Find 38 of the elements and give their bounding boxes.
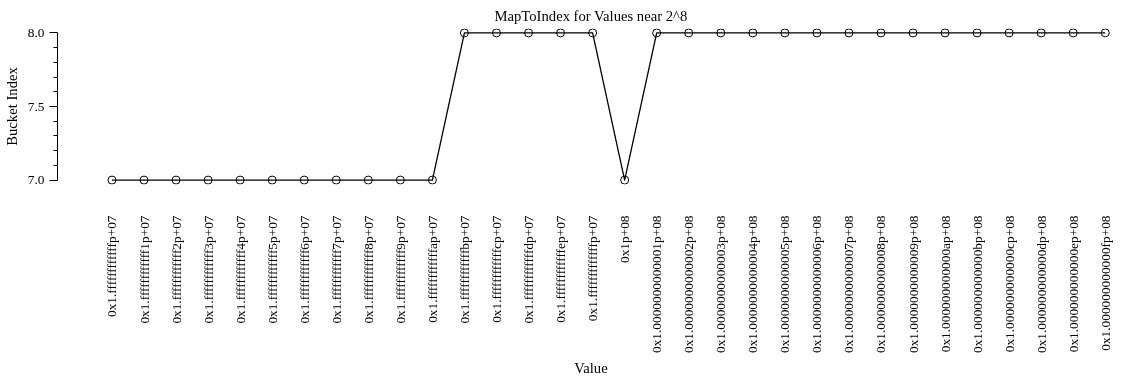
x-tick-label: 0x1.000000000000bp+08 [969,215,985,353]
x-tick-label: 0x1.fffffffffffffp+07 [585,215,601,322]
chart-title: MapToIndex for Values near 2^8 [494,7,688,24]
y-axis-title: Bucket Index [3,66,20,146]
x-tick-label: 0x1.0000000000001p+08 [649,215,665,353]
x-tick-label: 0x1p+08 [617,215,633,263]
x-tick-label: 0x1.ffffffffffffbp+07 [456,215,472,324]
x-tick-label: 0x1.ffffffffffff9p+07 [392,215,408,324]
x-tick-label: 0x1.000000000000cp+08 [1001,215,1017,353]
x-tick-label: 0x1.ffffffffffff3p+07 [200,215,216,324]
x-tick-label: 0x1.000000000000ap+08 [937,215,953,353]
x-tick-label: 0x1.ffffffffffffep+07 [553,215,569,323]
x-tick-label: 0x1.ffffffffffff6p+07 [296,215,312,324]
x-tick-label: 0x1.0000000000008p+08 [873,215,889,353]
x-tick-label: 0x1.0000000000009p+08 [905,215,921,353]
x-tick-label: 0x1.0000000000004p+08 [745,215,761,353]
x-tick-label: 0x1.0000000000006p+08 [809,215,825,353]
x-tick-label: 0x1.000000000000dp+08 [1033,215,1049,353]
x-tick-label: 0x1.0000000000005p+08 [777,215,793,353]
y-tick-label: 8.0 [27,24,45,40]
x-tick-label: 0x1.0000000000003p+08 [713,215,729,353]
y-tick-label: 7.5 [27,98,45,114]
x-tick-label: 0x1.ffffffffffffdp+07 [521,215,537,324]
x-tick-label: 0x1.ffffffffffffap+07 [424,215,440,323]
x-tick-label: 0x1.ffffffffffffp+07 [104,215,120,317]
x-tick-label: 0x1.ffffffffffffcp+07 [488,215,504,323]
x-tick-label: 0x1.ffffffffffff2p+07 [168,215,184,324]
x-axis-title: Value [574,359,608,376]
x-tick-label: 0x1.0000000000002p+08 [681,215,697,353]
x-tick-label: 0x1.000000000000ep+08 [1065,215,1081,353]
x-tick-label: 0x1.ffffffffffff8p+07 [360,215,376,324]
x-tick-label: 0x1.0000000000007p+08 [841,215,857,353]
x-tick-label: 0x1.ffffffffffff1p+07 [136,215,152,324]
x-tick-label: 0x1.ffffffffffff4p+07 [232,215,248,324]
y-tick-label: 7.0 [27,172,45,188]
x-tick-label: 0x1.000000000000fp+08 [1097,215,1113,351]
x-tick-label: 0x1.ffffffffffff5p+07 [264,215,280,324]
x-tick-label: 0x1.ffffffffffff7p+07 [328,215,344,324]
